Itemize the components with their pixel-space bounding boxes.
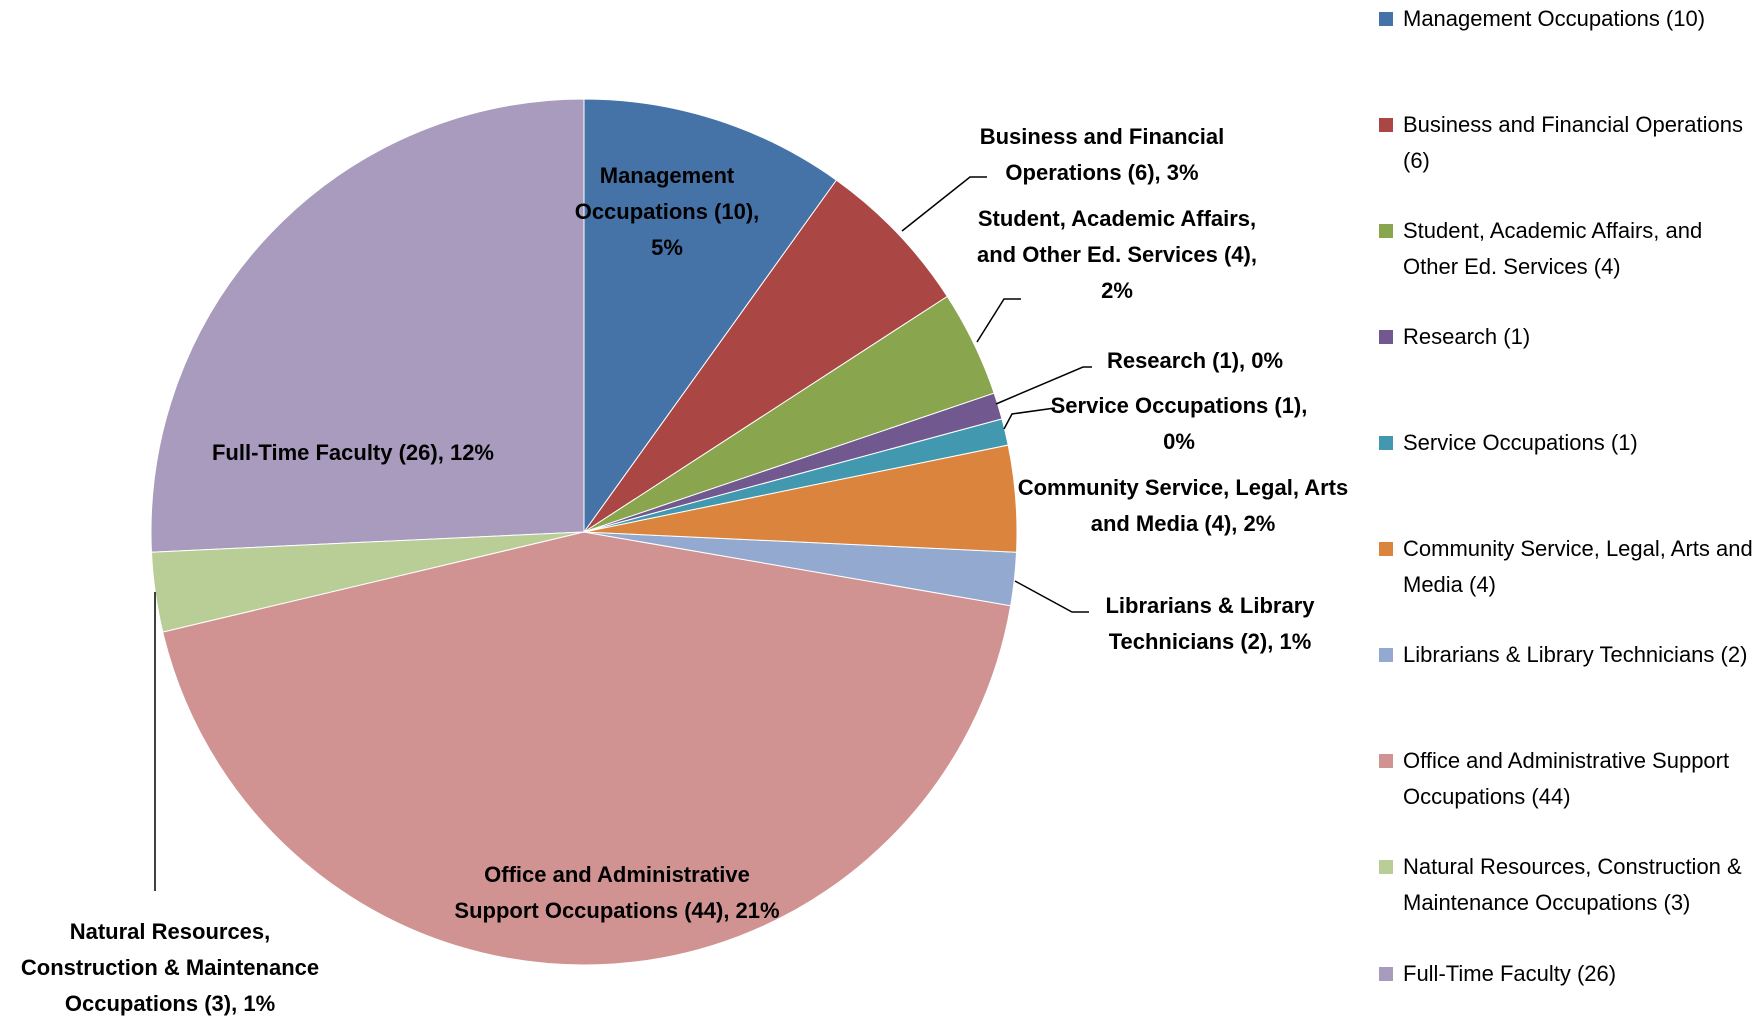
data-label: Natural Resources, Construction & Mainte… — [20, 919, 320, 1016]
legend-item: Business and Financial Operations (6) — [1379, 107, 1758, 179]
legend-swatch — [1379, 118, 1393, 132]
legend-swatch — [1379, 648, 1393, 662]
leader-line — [901, 176, 987, 232]
legend-label: Office and Administrative Support Occupa… — [1403, 748, 1730, 809]
data-label: Research (1), 0% — [1106, 348, 1284, 373]
legend-item: Management Occupations (10) — [1379, 1, 1758, 37]
data-label: Librarians & Library Technicians (2), 1% — [1105, 593, 1315, 654]
legend-swatch — [1379, 330, 1393, 344]
legend-label: Community Service, Legal, Arts and Media… — [1403, 536, 1753, 597]
pie-slice — [162, 531, 1012, 966]
legend-swatch — [1379, 542, 1393, 556]
data-label: Student, Academic Affairs, and Other Ed.… — [977, 206, 1257, 303]
pie-slice — [150, 98, 585, 553]
legend-item: Community Service, Legal, Arts and Media… — [1379, 531, 1758, 603]
legend-label: Research (1) — [1403, 324, 1531, 349]
leader-line — [995, 366, 1092, 405]
legend-item: Full-Time Faculty (26) — [1379, 956, 1758, 992]
data-label: Office and Administrative Support Occupa… — [454, 862, 780, 923]
pie-slice — [583, 179, 948, 533]
legend-label: Business and Financial Operations (6) — [1403, 112, 1743, 173]
leader-line — [1014, 580, 1089, 613]
leader-line — [1003, 407, 1056, 430]
legend-label: Librarians & Library Technicians (2) — [1403, 642, 1748, 667]
legend-swatch — [1379, 967, 1393, 981]
legend-label: Management Occupations (10) — [1403, 6, 1706, 31]
legend-item: Natural Resources, Construction & Mainte… — [1379, 849, 1758, 921]
data-label: Community Service, Legal, Arts and Media… — [1017, 475, 1349, 536]
legend-item: Librarians & Library Technicians (2) — [1379, 637, 1758, 673]
legend-label: Natural Resources, Construction & Mainte… — [1403, 854, 1742, 915]
legend-item: Office and Administrative Support Occupa… — [1379, 743, 1758, 815]
legend-swatch — [1379, 224, 1393, 238]
legend-label: Full-Time Faculty (26) — [1403, 961, 1617, 986]
legend-item: Research (1) — [1379, 319, 1758, 355]
leader-line — [976, 298, 1021, 343]
legend-item: Service Occupations (1) — [1379, 425, 1758, 461]
legend-item: Student, Academic Affairs, and Other Ed.… — [1379, 213, 1758, 285]
legend-swatch — [1379, 12, 1393, 26]
data-label: Service Occupations (1), 0% — [1050, 393, 1308, 454]
pie-slice — [583, 98, 838, 534]
data-label: Full-Time Faculty (26), 12% — [211, 440, 494, 465]
legend-swatch — [1379, 436, 1393, 450]
legend-swatch — [1379, 860, 1393, 874]
data-label: Business and Financial Operations (6), 3… — [979, 124, 1225, 185]
data-label: Management Occupations (10), 5% — [574, 163, 760, 260]
legend-label: Service Occupations (1) — [1403, 430, 1638, 455]
legend-swatch — [1379, 754, 1393, 768]
legend-label: Student, Academic Affairs, and Other Ed.… — [1403, 218, 1703, 279]
